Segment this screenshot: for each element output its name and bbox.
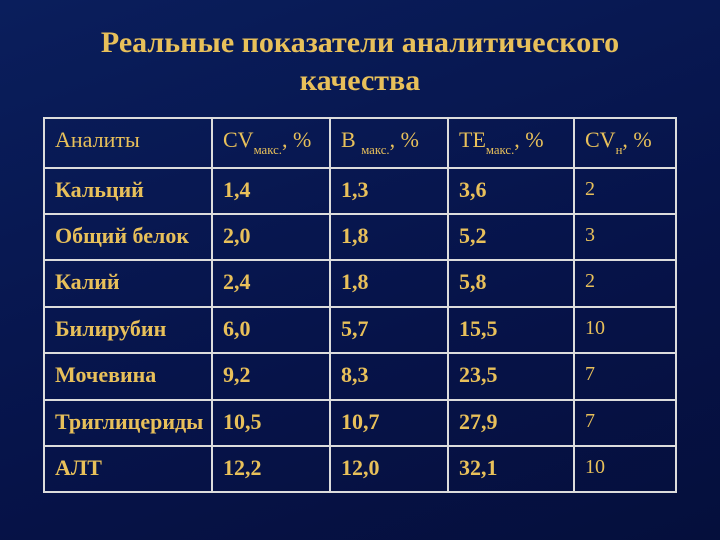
table-row: Калий 2,4 1,8 5,8 2 xyxy=(44,260,676,306)
cell-cvn: 10 xyxy=(574,446,676,492)
cell-cvn: 7 xyxy=(574,353,676,399)
col-header-cvn: СVн, % xyxy=(574,118,676,168)
hdr-sub: макс. xyxy=(254,143,282,157)
hdr-sub: макс. xyxy=(361,143,389,157)
cell-cvmax: 9,2 xyxy=(212,353,330,399)
cell-bmax: 1,8 xyxy=(330,214,448,260)
data-table: Аналиты СVмакс., % В макс., % ТЕмакс., %… xyxy=(43,117,677,493)
cell-cvmax: 2,0 xyxy=(212,214,330,260)
hdr-text: ТЕ xyxy=(459,127,486,152)
hdr-text: , % xyxy=(390,127,419,152)
hdr-text: , % xyxy=(282,127,311,152)
col-header-cvmax: СVмакс., % xyxy=(212,118,330,168)
table-row: Кальций 1,4 1,3 3,6 2 xyxy=(44,168,676,214)
cell-bmax: 10,7 xyxy=(330,400,448,446)
cell-cvn: 2 xyxy=(574,260,676,306)
col-header-analytes: Аналиты xyxy=(44,118,212,168)
hdr-text: СV xyxy=(223,127,254,152)
cell-cvmax: 10,5 xyxy=(212,400,330,446)
cell-temax: 3,6 xyxy=(448,168,574,214)
cell-temax: 23,5 xyxy=(448,353,574,399)
hdr-text: , % xyxy=(514,127,543,152)
cell-name: Кальций xyxy=(44,168,212,214)
hdr-text: В xyxy=(341,127,361,152)
table-header-row: Аналиты СVмакс., % В макс., % ТЕмакс., %… xyxy=(44,118,676,168)
table-row: Общий белок 2,0 1,8 5,2 3 xyxy=(44,214,676,260)
cell-bmax: 1,3 xyxy=(330,168,448,214)
cell-cvn: 7 xyxy=(574,400,676,446)
hdr-text: , % xyxy=(622,127,651,152)
cell-temax: 5,2 xyxy=(448,214,574,260)
cell-name: Триглицериды xyxy=(44,400,212,446)
cell-name: Калий xyxy=(44,260,212,306)
cell-temax: 27,9 xyxy=(448,400,574,446)
table-body: Кальций 1,4 1,3 3,6 2 Общий белок 2,0 1,… xyxy=(44,168,676,493)
cell-cvn: 3 xyxy=(574,214,676,260)
table-row: Триглицериды 10,5 10,7 27,9 7 xyxy=(44,400,676,446)
slide-title: Реальные показатели аналитического качес… xyxy=(40,24,680,99)
cell-name: Билирубин xyxy=(44,307,212,353)
col-header-temax: ТЕмакс., % xyxy=(448,118,574,168)
cell-name: Мочевина xyxy=(44,353,212,399)
table-row: Билирубин 6,0 5,7 15,5 10 xyxy=(44,307,676,353)
table-row: Мочевина 9,2 8,3 23,5 7 xyxy=(44,353,676,399)
cell-cvmax: 12,2 xyxy=(212,446,330,492)
cell-temax: 32,1 xyxy=(448,446,574,492)
cell-cvn: 10 xyxy=(574,307,676,353)
cell-name: Общий белок xyxy=(44,214,212,260)
cell-name: АЛТ xyxy=(44,446,212,492)
hdr-sub: макс. xyxy=(486,143,514,157)
col-header-bmax: В макс., % xyxy=(330,118,448,168)
cell-temax: 5,8 xyxy=(448,260,574,306)
table-row: АЛТ 12,2 12,0 32,1 10 xyxy=(44,446,676,492)
hdr-text: СV xyxy=(585,127,616,152)
cell-cvmax: 2,4 xyxy=(212,260,330,306)
cell-bmax: 5,7 xyxy=(330,307,448,353)
title-line-2: качества xyxy=(300,64,420,97)
cell-bmax: 12,0 xyxy=(330,446,448,492)
cell-cvmax: 6,0 xyxy=(212,307,330,353)
hdr-sub: н xyxy=(616,143,623,157)
cell-bmax: 8,3 xyxy=(330,353,448,399)
cell-temax: 15,5 xyxy=(448,307,574,353)
title-line-1: Реальные показатели аналитического xyxy=(101,26,619,59)
cell-bmax: 1,8 xyxy=(330,260,448,306)
cell-cvmax: 1,4 xyxy=(212,168,330,214)
cell-cvn: 2 xyxy=(574,168,676,214)
slide: Реальные показатели аналитического качес… xyxy=(0,0,720,540)
